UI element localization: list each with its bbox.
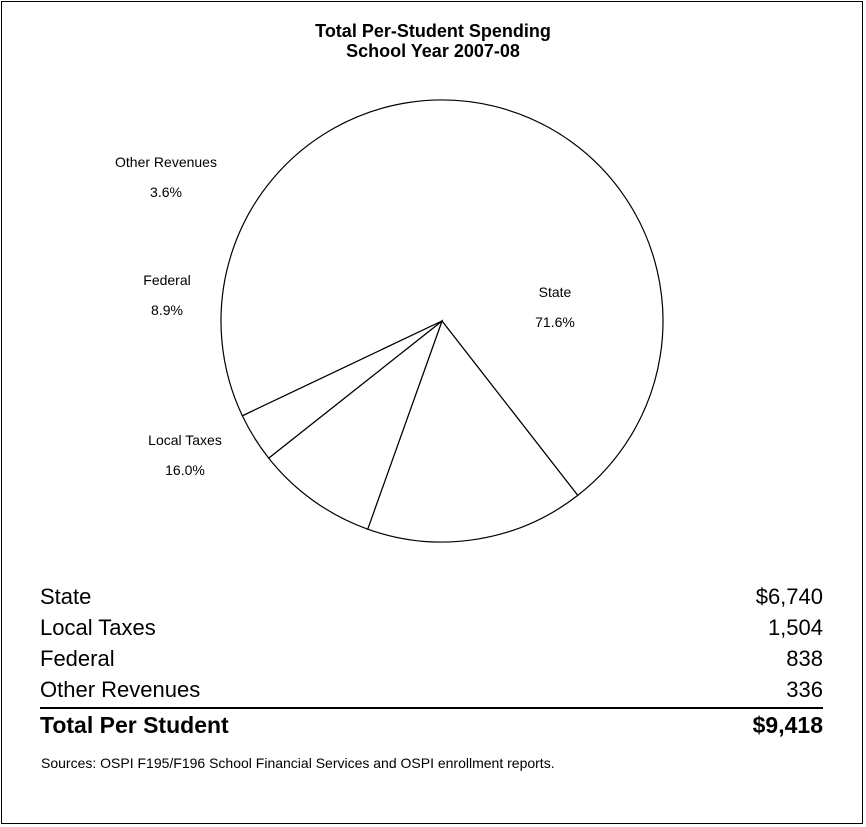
sources-note: Sources: OSPI F195/F196 School Financial… bbox=[41, 755, 555, 771]
chart-title: Total Per-Student Spending bbox=[315, 21, 551, 41]
table-row: Local Taxes 1,504 bbox=[40, 612, 823, 643]
pie-slice-federal bbox=[267, 319, 444, 530]
chart-title-block: Total Per-Student Spending School Year 2… bbox=[0, 21, 866, 61]
row-label: Local Taxes bbox=[40, 615, 156, 640]
total-label: Total Per Student bbox=[40, 712, 229, 738]
pie-slice-state bbox=[220, 99, 664, 497]
pie-slices bbox=[220, 99, 664, 543]
row-value: 838 bbox=[786, 646, 823, 671]
total-value: $9,418 bbox=[752, 712, 823, 738]
row-value: 336 bbox=[786, 677, 823, 702]
pie-chart: State 71.6% Local Taxes 16.0% Federal 8.9% Oth… bbox=[115, 99, 664, 543]
row-value: 1,504 bbox=[767, 615, 823, 640]
table-row: Federal 838 bbox=[40, 643, 823, 674]
row-value: $6,740 bbox=[755, 584, 823, 609]
slice-percent-label: 3.6% bbox=[150, 184, 182, 200]
row-label: State bbox=[40, 584, 92, 609]
slice-label: Local Taxes bbox=[148, 432, 222, 448]
chart-subtitle: School Year 2007-08 bbox=[346, 41, 520, 61]
table-row: State $6,740 bbox=[40, 581, 823, 612]
slice-percent-label: 71.6% bbox=[535, 314, 575, 330]
slice-label: Other Revenues bbox=[115, 154, 217, 170]
row-label: Other Revenues bbox=[40, 677, 201, 702]
table-total-row: Total Per Student $9,418 bbox=[40, 707, 823, 742]
pie-slice-other-revenues bbox=[241, 320, 443, 459]
pie-slice-local-taxes bbox=[366, 319, 579, 543]
slice-percent-label: 8.9% bbox=[151, 302, 183, 318]
table-row: Other Revenues 336 bbox=[40, 674, 823, 705]
pie-labels: State 71.6% Local Taxes 16.0% Federal 8.9% Oth… bbox=[115, 154, 575, 478]
row-label: Federal bbox=[40, 646, 115, 671]
slice-percent-label: 16.0% bbox=[165, 462, 205, 478]
spending-table: State $6,740 Local Taxes 1,504 Federal 8… bbox=[40, 581, 823, 742]
slice-label: Federal bbox=[143, 272, 190, 288]
slice-label: State bbox=[539, 284, 572, 300]
